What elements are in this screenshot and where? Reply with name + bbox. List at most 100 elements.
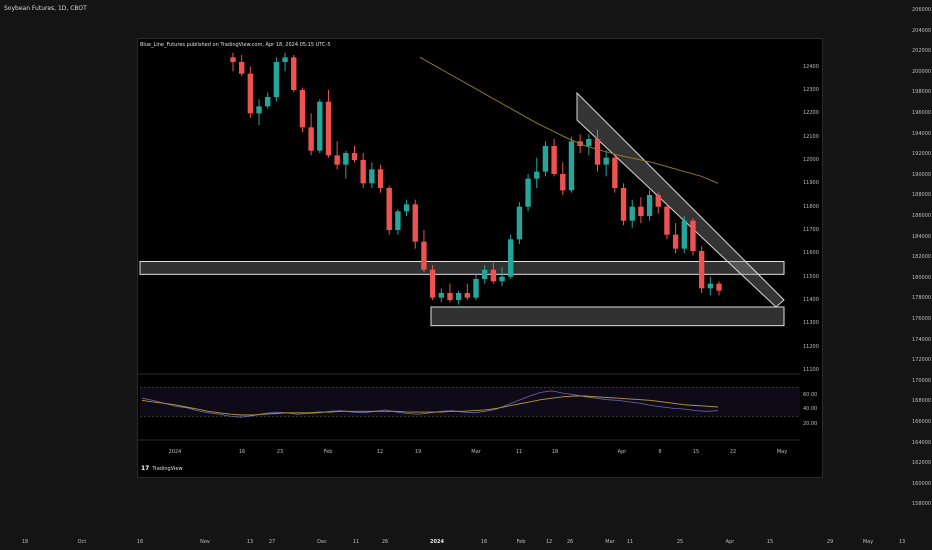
candle-body — [447, 293, 453, 300]
outer-time-tick: 11 — [352, 539, 360, 545]
candle-body — [646, 195, 653, 216]
inner-price-tick: 11300 — [803, 320, 819, 327]
outer-time-tick: 25 — [676, 539, 684, 545]
inner-time-tick: 18 — [551, 449, 559, 455]
outer-time-tick: 16 — [480, 539, 488, 545]
outer-time-tick: Oct — [77, 539, 87, 545]
candle-body — [508, 239, 514, 277]
outer-time-tick: 11 — [626, 539, 634, 545]
rsi-tick: 60.00 — [803, 391, 818, 398]
outer-time-tick: 16 — [136, 539, 144, 545]
candle-body — [568, 141, 575, 191]
candle-body — [386, 188, 392, 230]
outer-time-tick: Nov — [200, 539, 210, 545]
candle-body — [612, 157, 618, 188]
outer-price-tick: 200000 — [912, 68, 932, 75]
candle-body — [655, 195, 661, 207]
candle-body — [534, 171, 540, 179]
inner-time-tick: 12 — [376, 449, 384, 455]
candle-body — [299, 90, 306, 128]
outer-price-tick: 180000 — [912, 274, 932, 281]
tradingview-logo-icon: 17 — [141, 465, 150, 472]
candle-body — [334, 155, 340, 165]
outer-price-tick: 174000 — [912, 336, 932, 343]
inner-price-tick: 12100 — [803, 133, 819, 140]
moving-average-line — [419, 56, 719, 184]
tradingview-logo[interactable]: 17 TradingView — [141, 465, 183, 472]
candle-body — [638, 206, 644, 216]
candle-body — [265, 97, 271, 107]
publisher-header: Blue_Line_Futures published on TradingVi… — [140, 42, 331, 48]
outer-time-tick: 26 — [566, 539, 574, 545]
outer-price-tick: 202000 — [912, 48, 932, 55]
candle-body — [586, 139, 592, 146]
outer-price-tick: 198000 — [912, 89, 932, 96]
outer-time-tick: May — [862, 539, 874, 545]
outer-time-tick: 12 — [545, 539, 553, 545]
outer-time-tick: 18 — [21, 539, 29, 545]
outer-time-tick: 15 — [766, 539, 774, 545]
outer-price-tick: 164000 — [912, 439, 932, 446]
outer-price-tick: 204000 — [912, 27, 932, 34]
support-zone-upper — [139, 261, 785, 275]
candle-body — [473, 279, 479, 298]
outer-price-tick: 176000 — [912, 316, 932, 322]
rsi-tick: 20.00 — [803, 420, 818, 427]
inner-time-tick: Apr — [617, 449, 627, 455]
candle-body — [343, 153, 349, 165]
outer-time-tick: 27 — [268, 539, 276, 545]
candle-body — [429, 269, 436, 298]
candle-body — [403, 204, 410, 212]
candle-body — [698, 251, 705, 289]
outer-price-tick: 188000 — [912, 192, 932, 199]
candle-body — [308, 127, 314, 151]
inner-time-tick: 23 — [276, 449, 284, 455]
outer-price-tick: 158000 — [912, 501, 932, 508]
inner-price-tick: 11600 — [803, 250, 819, 257]
inner-time-tick: Mar — [471, 449, 481, 455]
outer-price-tick: 206000 — [912, 7, 932, 13]
outer-price-tick: 166000 — [912, 419, 932, 425]
inner-price-tick: 11700 — [803, 227, 819, 233]
outer-time-tick: Feb — [516, 539, 526, 545]
outer-price-tick: 182000 — [912, 254, 932, 261]
outer-price-tick: 162000 — [912, 460, 932, 467]
outer-time-tick: 2024 — [430, 539, 444, 545]
candle-body — [499, 276, 505, 282]
inner-time-tick: May — [776, 449, 788, 455]
candle-body — [542, 146, 549, 172]
candle-body — [412, 204, 418, 242]
inner-time-tick: 8 — [658, 449, 662, 455]
candle-body — [455, 293, 462, 300]
candle-body — [247, 73, 254, 114]
inner-price-tick: 11400 — [803, 297, 819, 303]
outer-price-tick: 172000 — [912, 357, 932, 364]
candle-body — [525, 178, 531, 207]
candle-body — [230, 57, 236, 62]
inner-price-tick: 11900 — [803, 180, 819, 187]
candle-body — [464, 293, 471, 298]
candle-body — [351, 153, 358, 160]
candle-body — [377, 169, 384, 188]
candle-body — [672, 234, 679, 249]
candle-body — [594, 139, 601, 165]
outer-price-tick: 184000 — [912, 233, 932, 240]
outer-time-tick: 13 — [898, 539, 906, 545]
candle-body — [490, 269, 497, 282]
candle-body — [560, 174, 566, 191]
candle-body — [291, 57, 297, 90]
candle-body — [481, 269, 488, 279]
outer-price-tick: 168000 — [912, 398, 932, 405]
candle-body — [325, 101, 332, 156]
outer-price-tick: 178000 — [912, 295, 932, 302]
candle-body — [690, 220, 696, 251]
candle-body — [395, 211, 401, 230]
inner-price-tick: 12000 — [803, 157, 819, 163]
tradingview-logo-text: TradingView — [152, 465, 183, 472]
descending-channel — [576, 91, 785, 308]
candle-body — [603, 157, 609, 165]
candle-body — [551, 146, 557, 174]
candle-body — [664, 206, 670, 235]
